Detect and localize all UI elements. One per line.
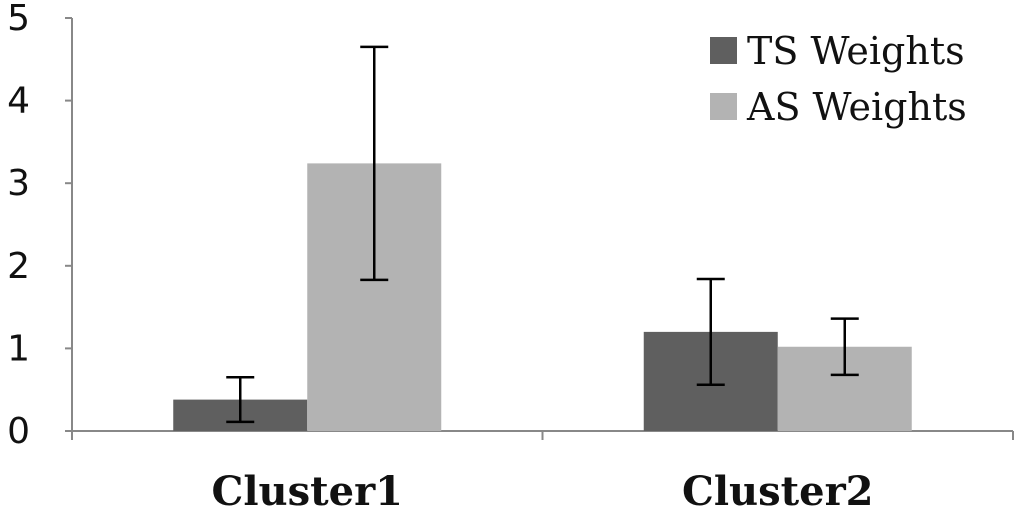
legend-label: AS Weights — [746, 85, 967, 129]
bars — [173, 163, 912, 431]
y-tick-label: 5 — [7, 0, 30, 39]
y-tick-label: 4 — [7, 81, 30, 122]
y-tick-label: 3 — [7, 163, 30, 204]
legend-label: TS Weights — [747, 29, 965, 73]
legend-swatch — [710, 93, 737, 120]
y-tick-label: 0 — [7, 411, 30, 452]
y-tick-label: 2 — [7, 246, 30, 287]
x-category-label: Cluster2 — [682, 468, 873, 512]
x-category-label: Cluster1 — [212, 468, 403, 512]
y-axis: 0 1 2 3 4 5 — [7, 0, 73, 452]
legend-swatch — [710, 37, 737, 64]
y-tick-label: 1 — [7, 328, 30, 369]
x-axis: Cluster1 Cluster2 — [71, 430, 1014, 512]
legend: TS Weights AS Weights — [710, 29, 967, 129]
error-bars — [226, 45, 859, 424]
